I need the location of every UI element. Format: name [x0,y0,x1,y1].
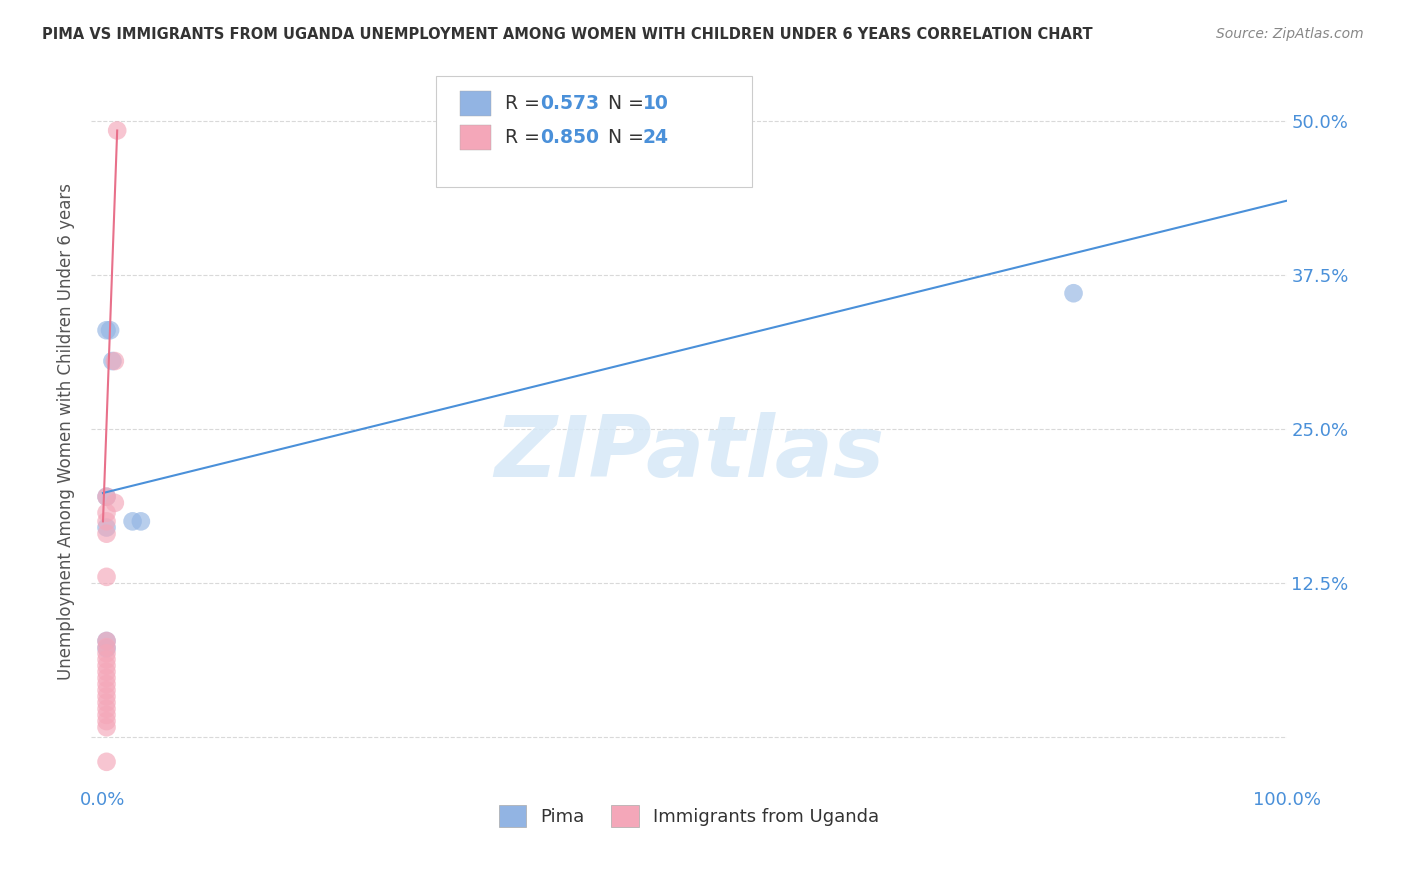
Point [96,490,118,504]
Point [96,520,118,534]
Point [96,755,118,769]
Point [96,323,118,337]
Point [96,506,118,520]
Text: N =: N = [596,128,650,147]
Point [96,634,118,648]
Point [96,671,118,685]
Text: 0.573: 0.573 [540,94,599,113]
Point [96,652,118,666]
Point [96,683,118,698]
Point [1063,286,1085,301]
Text: 24: 24 [643,128,668,147]
Point [96,690,118,704]
Point [96,514,118,528]
Text: R =: R = [505,128,546,147]
Point [129,514,152,528]
Text: PIMA VS IMMIGRANTS FROM UGANDA UNEMPLOYMENT AMONG WOMEN WITH CHILDREN UNDER 6 YE: PIMA VS IMMIGRANTS FROM UGANDA UNEMPLOYM… [42,27,1092,42]
Point [96,714,118,728]
Point [96,526,118,541]
Text: N =: N = [596,94,650,113]
Point [101,354,124,368]
Text: R =: R = [505,94,546,113]
Point [96,490,118,504]
Point [104,354,127,368]
Text: Source: ZipAtlas.com: Source: ZipAtlas.com [1216,27,1364,41]
Point [96,665,118,679]
Point [121,514,143,528]
Point [96,677,118,691]
Point [98,323,121,337]
Point [96,570,118,584]
Text: ZIPatlas: ZIPatlas [494,412,884,495]
Text: 10: 10 [643,94,668,113]
Point [96,640,118,654]
Point [96,708,118,723]
Point [104,496,127,510]
Text: 0.850: 0.850 [540,128,599,147]
Legend: Pima, Immigrants from Uganda: Pima, Immigrants from Uganda [491,797,886,834]
Point [96,634,118,648]
Point [105,123,128,137]
Point [96,696,118,710]
Y-axis label: Unemployment Among Women with Children Under 6 years: Unemployment Among Women with Children U… [58,184,75,681]
Point [96,720,118,734]
Point [96,641,118,656]
Point [96,658,118,673]
Point [96,702,118,716]
Point [96,646,118,660]
